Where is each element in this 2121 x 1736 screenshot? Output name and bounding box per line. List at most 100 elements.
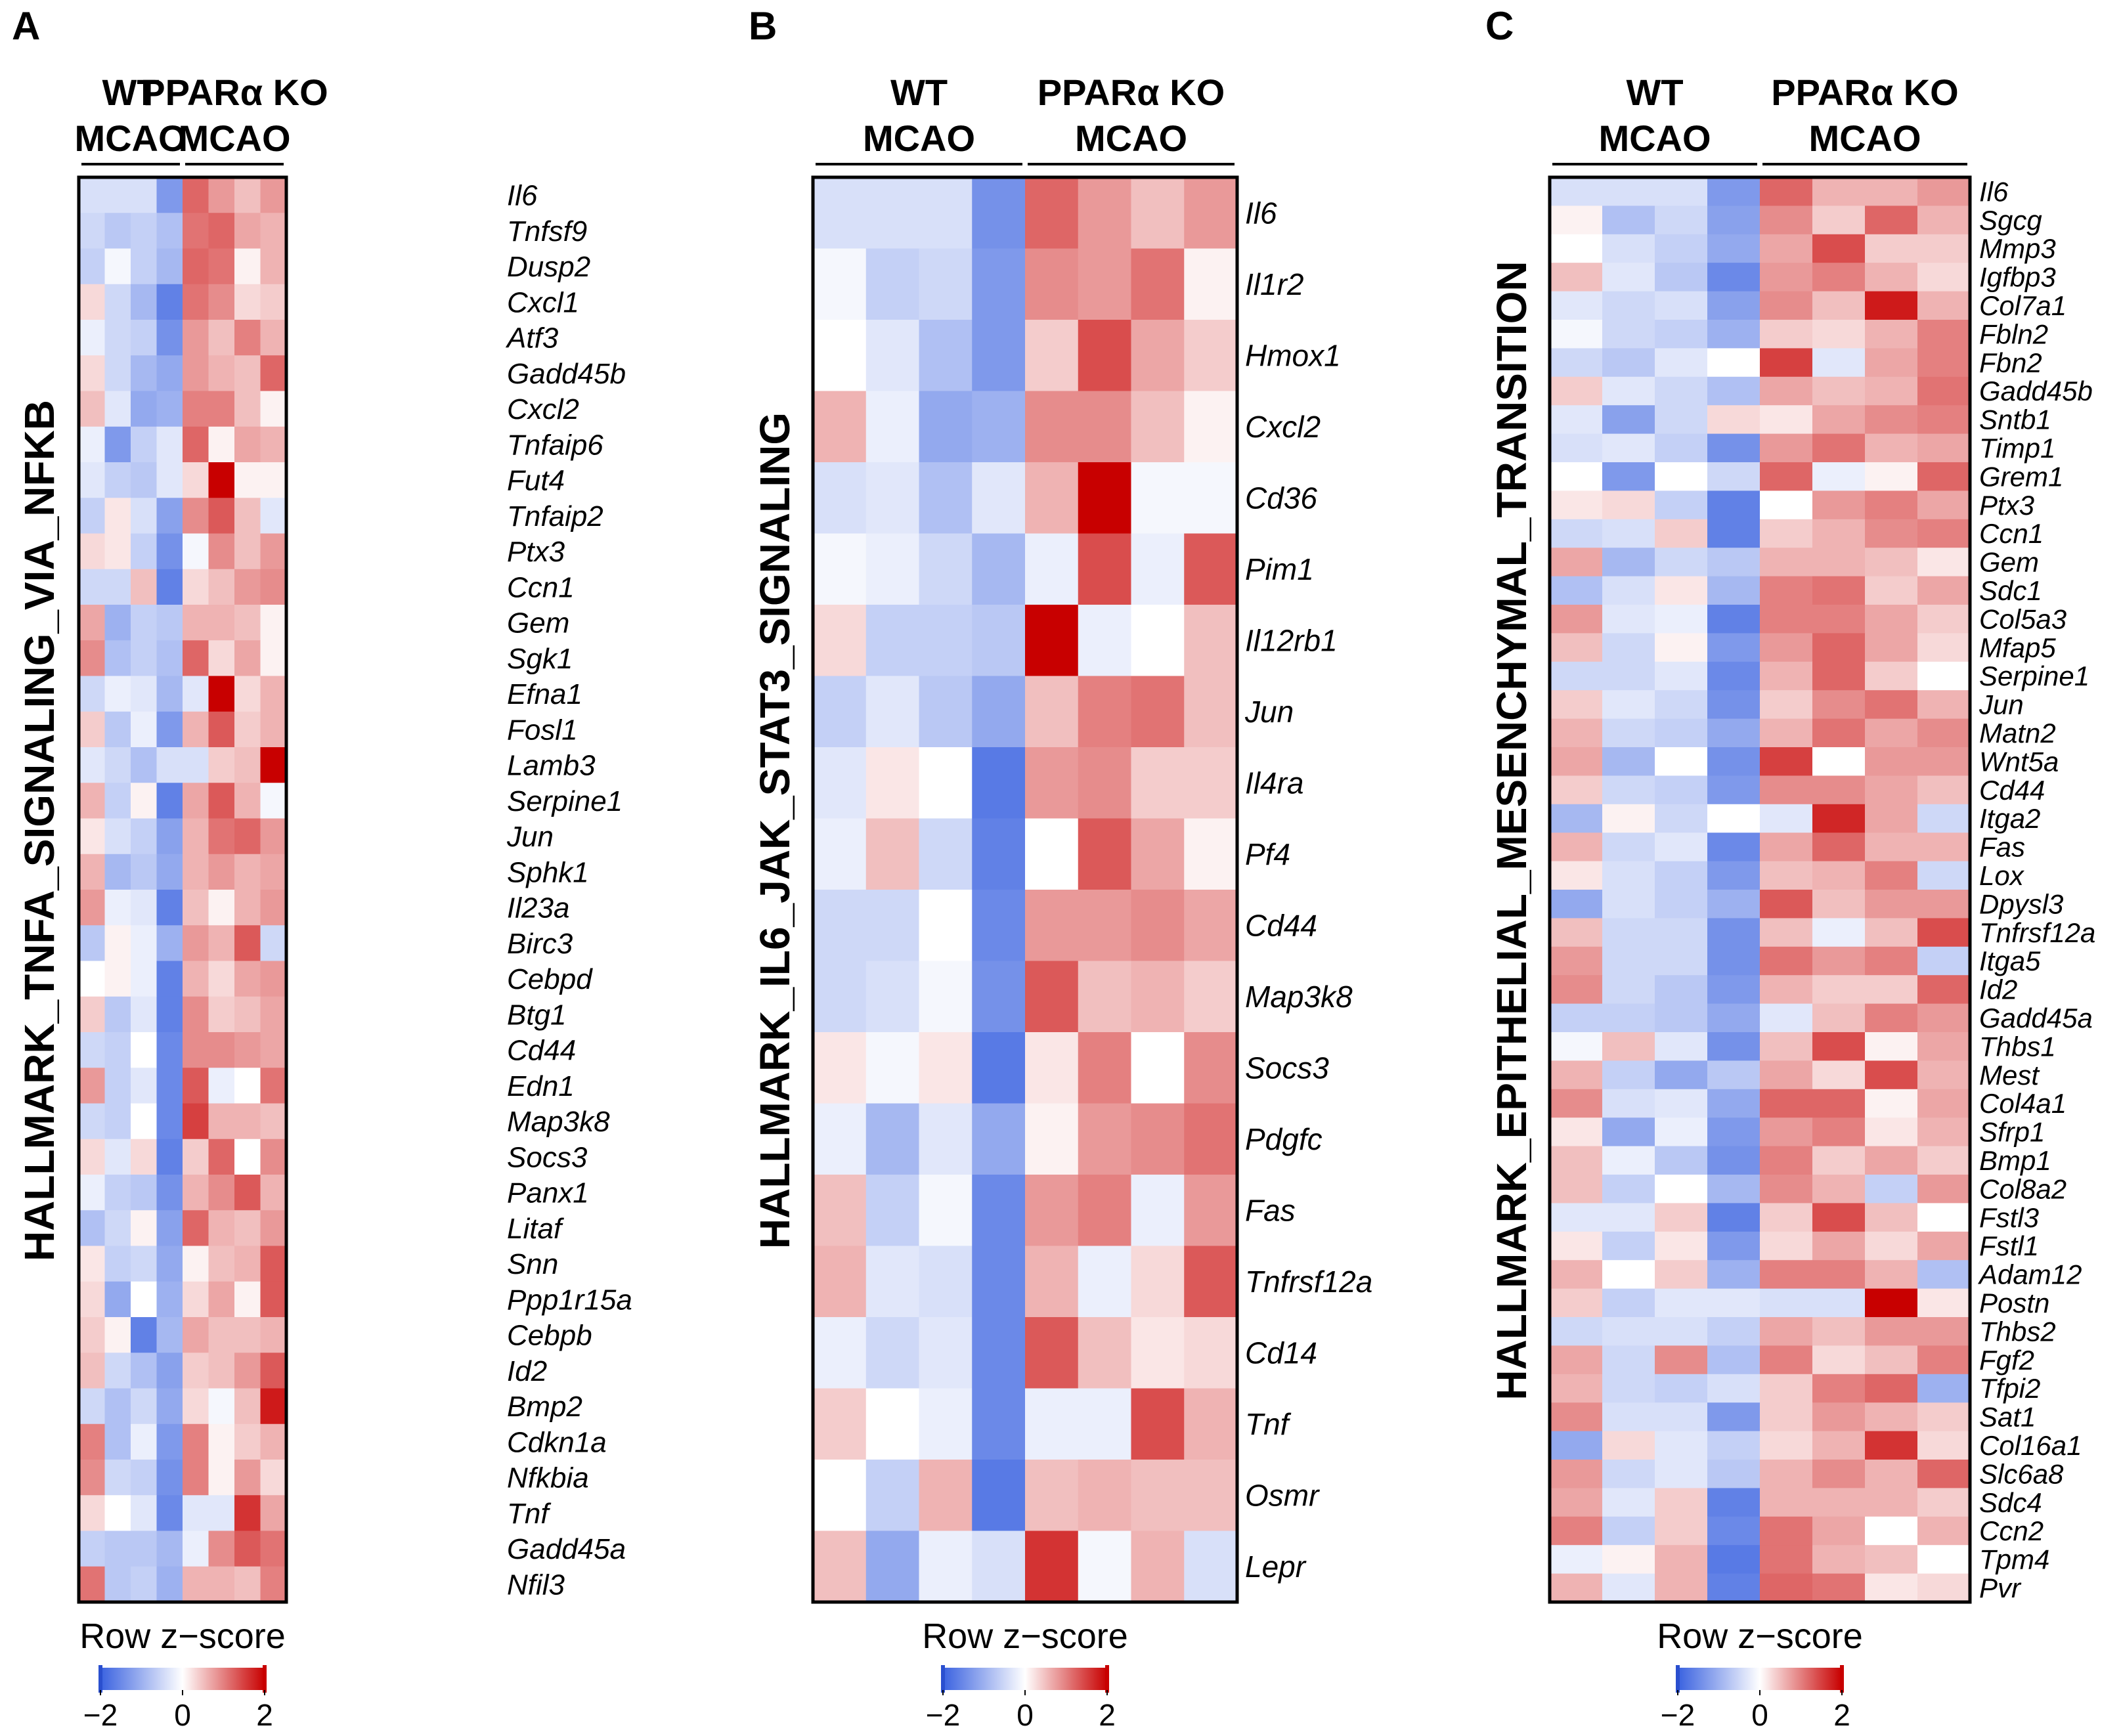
heatmap-cell <box>156 605 183 641</box>
gene-label: Pvr <box>1979 1573 2022 1603</box>
group-label-line2: MCAO <box>1598 118 1711 159</box>
gene-label: Il1r2 <box>1245 267 1303 301</box>
heatmap-cell <box>1917 918 1971 947</box>
heatmap-cell <box>813 676 867 748</box>
heatmap-cell <box>1865 718 1918 748</box>
heatmap-cell <box>1184 961 1238 1033</box>
gene-label: Tnfrsf12a <box>1245 1265 1372 1299</box>
heatmap-cell <box>208 605 235 641</box>
heatmap-cell <box>234 1068 261 1104</box>
group-label-line1: WT <box>102 72 159 113</box>
heatmap-cell <box>1707 490 1760 520</box>
gene-label: Cd36 <box>1245 481 1317 515</box>
heatmap-cell <box>1550 1345 1603 1375</box>
heatmap-cell <box>234 1530 261 1567</box>
heatmap-cell <box>1917 405 1971 435</box>
heatmap-cell <box>1184 177 1238 250</box>
heatmap-cell <box>156 890 183 926</box>
heatmap-cell <box>1760 1402 1813 1432</box>
heatmap-cell <box>1917 1374 1971 1403</box>
heatmap-cell <box>865 676 920 748</box>
heatmap-cell <box>1602 1175 1655 1204</box>
heatmap-cell <box>183 1423 209 1460</box>
heatmap-cell <box>1865 1203 1918 1232</box>
heatmap-cell <box>1760 320 1813 349</box>
legend-tick-label: −2 <box>926 1698 960 1732</box>
heatmap-cell <box>1865 1089 1918 1118</box>
heatmap-cell <box>1760 1345 1813 1375</box>
heatmap-cell <box>1812 1118 1866 1147</box>
heatmap-cell <box>79 1210 106 1247</box>
heatmap-cell <box>1707 405 1760 435</box>
group-label-line1: WT <box>890 72 948 113</box>
heatmap-cell <box>1812 690 1866 720</box>
heatmap-cell <box>1550 548 1603 577</box>
heatmap-cell <box>1131 1032 1185 1104</box>
heatmap-cell <box>813 248 867 320</box>
heatmap-cell <box>1760 1060 1813 1090</box>
gene-label: Tnfaip6 <box>507 429 603 461</box>
heatmap-cell <box>1025 1175 1079 1247</box>
heatmap-cell <box>1865 1231 1918 1261</box>
heatmap-cell <box>260 1103 287 1140</box>
gene-label: Hmox1 <box>1245 338 1341 372</box>
heatmap-cell <box>260 783 287 819</box>
heatmap-cell <box>813 320 867 392</box>
heatmap-cell <box>1917 605 1971 634</box>
heatmap-cell <box>1550 263 1603 292</box>
heatmap-cell <box>156 320 183 356</box>
heatmap-cell <box>1865 946 1918 976</box>
heatmap-cell <box>1917 1118 1971 1147</box>
heatmap-cell <box>234 1139 261 1175</box>
heatmap-cell <box>1655 206 1708 235</box>
gene-label: Il12rb1 <box>1245 623 1338 657</box>
heatmap-cell <box>1917 576 1971 605</box>
heatmap-cell <box>131 996 158 1033</box>
heatmap-cell <box>1865 804 1918 833</box>
heatmap-cell <box>919 961 973 1033</box>
heatmap-cell <box>1025 1388 1079 1460</box>
heatmap-cell <box>208 1246 235 1282</box>
heatmap-cell <box>156 248 183 285</box>
heatmap-cell <box>1812 1545 1866 1574</box>
heatmap-cell <box>1655 775 1708 805</box>
heatmap-cell <box>1760 1260 1813 1290</box>
heatmap-cell <box>156 1068 183 1104</box>
heatmap-cell <box>1812 1260 1866 1290</box>
heatmap-cell <box>79 1495 106 1532</box>
heatmap-cell <box>234 1210 261 1247</box>
legend-tick-label: −2 <box>1661 1698 1695 1732</box>
heatmap-cell <box>1760 690 1813 720</box>
gene-label: Sphk1 <box>507 856 589 888</box>
gene-label: Map3k8 <box>507 1106 610 1138</box>
heatmap-cell <box>1760 291 1813 320</box>
heatmap-cell <box>1550 1317 1603 1346</box>
heatmap-cell <box>1865 1431 1918 1460</box>
heatmap-cell <box>1184 462 1238 534</box>
heatmap-cell <box>1078 320 1132 392</box>
heatmap-cell <box>260 320 287 356</box>
heatmap-cell <box>1078 391 1132 463</box>
gene-label: Nfkbia <box>507 1462 589 1494</box>
heatmap-cell <box>1550 462 1603 491</box>
heatmap-cell <box>1078 818 1132 890</box>
gene-label: Sdc1 <box>1979 575 2042 606</box>
gene-label: Mmp3 <box>1979 233 2056 264</box>
heatmap-cell <box>104 498 131 534</box>
heatmap-cell <box>1812 833 1866 862</box>
heatmap-cell <box>234 1460 261 1496</box>
heatmap-cell <box>1917 747 1971 776</box>
heatmap-cell <box>1865 690 1918 720</box>
heatmap-cell <box>813 1175 867 1247</box>
heatmap-cell <box>1550 1488 1603 1517</box>
heatmap-cell <box>156 462 183 498</box>
gene-label: Fut4 <box>507 465 565 497</box>
heatmap-cell <box>1550 775 1603 805</box>
heatmap-cell <box>156 355 183 392</box>
heatmap-cell <box>1655 1003 1708 1033</box>
heatmap-cell <box>1707 1402 1760 1432</box>
heatmap-cell <box>1760 490 1813 520</box>
heatmap-cell <box>972 462 1026 534</box>
gene-label: Id2 <box>507 1355 547 1387</box>
heatmap-cell <box>1812 1573 1866 1603</box>
